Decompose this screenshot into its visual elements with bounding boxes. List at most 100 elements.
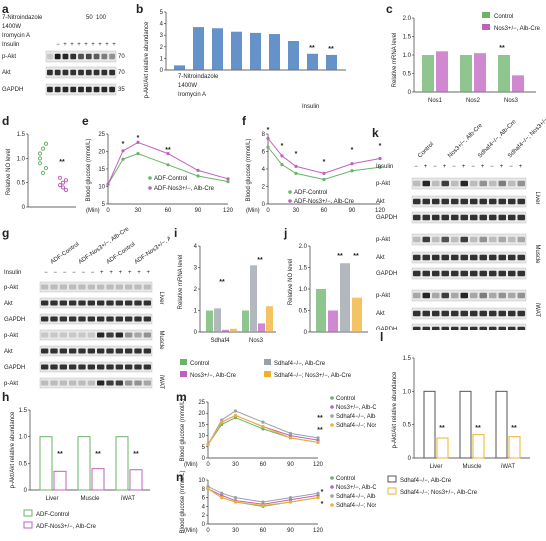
blot-g-row-band: [69, 380, 77, 386]
chart-n-xtick: 90: [287, 528, 294, 534]
chart-m-xtick: 120: [313, 462, 324, 468]
blot-k-band-label: p-Akt: [376, 293, 390, 299]
chart-d-point: [43, 141, 49, 146]
chart-e-ytick-label: 25: [98, 132, 105, 138]
panel-h: h p-Akt/Akt relative abundance 0 0.5 1.0 1.…: [0, 390, 170, 536]
chart-m-sig: **: [317, 427, 323, 434]
blot-g-row-band: [41, 380, 49, 386]
blot-a-pakt-band: [47, 53, 53, 60]
blot-g-sign: +: [137, 270, 141, 276]
chart-l-xlabel: Liver: [429, 464, 442, 470]
chart-f: Blood glucose (mmol/L) 0 2 4 6 8 0 30 60 90 120 (M…: [246, 127, 386, 214]
chart-m-point: [316, 438, 320, 442]
blot-g-row-band: [143, 300, 151, 306]
blot-a-bands: − + + + + + + + +: [45, 42, 116, 96]
chart-e-legend-1: ADF-Nos3+/−, Alb-Cre: [154, 186, 215, 192]
blot-k-row-band: [517, 310, 525, 317]
blot-g-row-band: [87, 380, 95, 386]
blot-g-sign: −: [44, 270, 48, 276]
chart-e-xtick: 90: [195, 208, 202, 214]
blot-k-row-frame: [411, 233, 527, 246]
blot-a-gapdh-band: [85, 86, 92, 93]
chart-n-line: [207, 488, 319, 507]
legend-l-sdhaf4: Sdhaf4−/−, Alb-Cre: [400, 478, 452, 484]
blot-k-row-band: [479, 214, 487, 221]
blot-k-row-band: [451, 292, 459, 299]
blot-g-row-band: [106, 380, 114, 386]
chart-b-ytick-label: 1: [160, 56, 164, 62]
chart-n-point: [206, 487, 210, 491]
blot-k-row-band: [517, 180, 525, 187]
chart-m-ylabel: Blood glucose (mmol/L): [180, 398, 186, 461]
blot-k-row-band: [508, 198, 516, 205]
chart-h-bar: [115, 436, 129, 491]
panel-label-d: d: [2, 114, 10, 128]
chart-n-point: [233, 496, 238, 500]
chart-f-point: [378, 156, 382, 161]
blot-g-row-band: [87, 332, 95, 338]
insulin-sign: +: [91, 42, 95, 48]
chart-n-legend-dot: [330, 485, 334, 489]
blot-a-akt-band: [54, 69, 61, 76]
blot-k-sign: −: [509, 164, 513, 170]
chart-m-ytick-label: 0: [202, 456, 206, 462]
blot-k-row-band: [508, 270, 516, 277]
blot-g-row-band: [106, 348, 114, 354]
blot-k-row-band: [517, 198, 525, 205]
chart-f-ytick-label: 0: [262, 202, 266, 208]
chart-n-ytick-label: 0: [202, 522, 206, 528]
legend-l-swatch-double: [387, 487, 397, 495]
band-label-akt: Akt: [2, 70, 11, 76]
blot-g-row-band: [125, 300, 133, 306]
blot-g-sign: −: [72, 270, 76, 276]
chart-f-line: [267, 146, 381, 181]
blot-g-tissue: Liver: [158, 291, 164, 304]
chart-l-bar: [495, 390, 508, 459]
chart-m-line: [207, 414, 319, 445]
chart-n-point: [288, 498, 293, 502]
chart-d-point: [40, 146, 46, 151]
blot-k-row-frame: [411, 251, 527, 264]
blot-k-row-band: [498, 180, 506, 187]
blot-k-row-band: [451, 198, 459, 205]
chart-n-legend-dot: [330, 476, 334, 480]
legend-ij-control: Control: [190, 361, 209, 367]
blot-k-row-band: [470, 180, 478, 187]
chart-e-xtick: 0: [106, 208, 110, 214]
chart-n-point: [316, 491, 320, 495]
chart-f-legend-0: ADF-Control: [294, 190, 327, 196]
chart-n-point: [261, 500, 265, 504]
mw-70-b: 70: [118, 70, 125, 76]
legend-ij-nos3: Nos3+/−, Alb-Cre: [190, 373, 237, 379]
chart-f-legend-dot: [288, 199, 292, 203]
panel-label-j: j: [284, 226, 288, 240]
blot-k-sign: +: [443, 164, 447, 170]
blot-g-row-frame: [39, 345, 153, 357]
blot-k-row-band: [451, 180, 459, 187]
blot-g-row-band: [50, 380, 58, 386]
blot-k-row-band: [479, 236, 487, 243]
chart-m-legend: Sdhaf4−/−, Alb-Cre: [336, 414, 376, 420]
chart-c-ytick-label: 0.5: [403, 72, 412, 78]
chart-n-ytick-label: 8: [202, 487, 206, 493]
blot-k-row-band: [460, 236, 468, 243]
chart-b-bar: [231, 31, 242, 70]
blot-k-row-band: [441, 236, 449, 243]
blot-k-row-band: [470, 310, 478, 317]
chart-m-point: [233, 409, 238, 413]
blot-a-akt-band: [70, 69, 77, 76]
chart-b-bar: [326, 54, 337, 70]
blot-g-row-band: [50, 348, 58, 354]
chart-d-points: 0 0.5 1.0 1.5 **: [17, 132, 76, 211]
chart-j-bar: [316, 289, 326, 332]
chart-m-xtick: 60: [260, 462, 267, 468]
blot-k-row-band: [441, 292, 449, 299]
blot-k-row-band: [489, 180, 497, 187]
blot-a-akt-band: [85, 69, 92, 76]
panel-label-e: e: [82, 114, 89, 128]
chart-b-ytick-label: 5: [160, 10, 164, 16]
blot-k-row-band: [489, 236, 497, 243]
chart-i: Relative mRNA level 0 1 2 3 4 Sdhaf4 Nos3 ** **: [178, 244, 276, 344]
panel-d: d Relative NO level 0 0.5 1.0 1.5 **: [0, 112, 80, 222]
